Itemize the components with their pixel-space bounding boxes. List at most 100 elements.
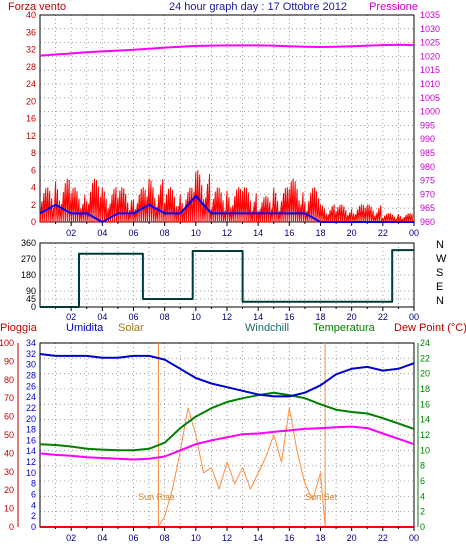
x-tick-label: 02 [66,533,76,543]
y-tick-label-temp: 0 [420,522,425,532]
y-tick-label-left: 20 [26,96,36,106]
compass-label: W [436,253,447,265]
y-tick-label-temp: 24 [420,338,430,348]
y-tick-label-right: 970 [420,189,435,199]
y-tick-label-right: 1015 [420,65,440,75]
y-tick-label-temp: 20 [420,369,430,379]
x-tick-label: 14 [253,533,263,543]
x-tick-label: 16 [284,533,294,543]
x-tick-label: 18 [315,312,325,322]
y-tick-label-right: 1010 [420,79,440,89]
y-tick-label-dir: 90 [26,286,36,296]
x-tick-label: 02 [66,312,76,322]
y-tick-label-left: 16 [26,114,36,124]
y-tick-label-temp: 12 [420,430,430,440]
y-tick-label-right: 995 [420,120,435,130]
x-tick-label: 16 [284,312,294,322]
x-tick-label: 08 [160,228,170,238]
y-tick-label-humidity: 0 [31,522,36,532]
y-tick-label-left: 28 [26,62,36,72]
x-tick-label: 06 [128,533,138,543]
y-tick-label-humidity: 30 [26,360,36,370]
legend-label: Solar [118,322,144,334]
y-tick-label-left: 2 [31,200,36,210]
series-humidity [39,353,415,398]
y-tick-label-humidity: 20 [26,414,36,424]
x-tick-label: 22 [378,312,388,322]
y-tick-label-right: 990 [420,134,435,144]
compass-label: N [436,239,444,251]
series-dewpoint [39,425,415,461]
y-tick-label-temp: 18 [420,384,430,394]
y-tick-label-left: 4 [31,183,36,193]
y-tick-label-temp: 22 [420,353,430,363]
y-tick-label-right: 1020 [420,51,440,61]
y-tick-label-humidity: 24 [26,392,36,402]
x-tick-label: 12 [222,228,232,238]
sun-rise-label: Sun Rise [138,492,175,502]
x-tick-label: 20 [347,533,357,543]
compass-label: N [436,295,444,307]
y-tick-label-humidity: 26 [26,381,36,391]
y-tick-label-right: 1000 [420,107,440,117]
legend-label: Umidita [66,322,104,334]
x-tick-label: 04 [97,312,107,322]
legend-label: Windchill [245,322,289,334]
y-tick-label-left: 36 [26,27,36,37]
y-tick-label-temp: 10 [420,445,430,455]
y-tick-label-right: 980 [420,162,435,172]
y-tick-label-left: 24 [26,79,36,89]
series-direction [40,249,414,308]
series-temperature [39,391,415,452]
y-tick-label-humidity: 16 [26,435,36,445]
x-tick-label: 20 [347,228,357,238]
x-tick-label: 04 [97,533,107,543]
x-tick-label: 22 [378,228,388,238]
series-pressure [39,43,415,57]
y-tick-label-temp: 16 [420,399,430,409]
legend-label: Temperatura [313,322,376,334]
temperature-humidity-panel: Pioggia Umidita Solar Windchill Temperatura D… [0,322,466,543]
y-tick-label-left: 40 [26,10,36,20]
x-tick-label: 06 [128,228,138,238]
x-tick-label: 22 [378,533,388,543]
y-tick-label-right: 1030 [420,24,440,34]
y-tick-label-right: 985 [420,148,435,158]
y-tick-label-rain: 0 [9,522,14,532]
y-tick-label-rain: 20 [4,485,14,495]
x-tick-label: 00 [409,228,419,238]
y-tick-label-rain: 80 [4,375,14,385]
y-tick-label-temp: 4 [420,491,425,501]
y-tick-label-left: 8 [31,148,36,158]
series-gust [39,169,413,223]
x-tick-label: 04 [97,228,107,238]
y-tick-label-right: 1035 [420,10,440,20]
x-tick-label: 20 [347,312,357,322]
y-tick-label-rain: 30 [4,467,14,477]
y-tick-label-rain: 10 [4,504,14,514]
y-tick-label-humidity: 32 [26,349,36,359]
sun-set-label: Sun Set [305,492,338,502]
x-tick-label: 06 [128,312,138,322]
wind-pressure-panel: 0246812162024283236409609659709759809859… [26,10,440,238]
compass-label: S [436,267,443,279]
y-tick-label-rain: 100 [0,338,14,348]
y-tick-label-rain: 50 [4,430,14,440]
y-tick-label-dir: 45 [26,294,36,304]
series-solar [157,407,326,528]
y-tick-label-humidity: 18 [26,425,36,435]
y-tick-label-humidity: 14 [26,446,36,456]
y-tick-label-right: 1025 [420,38,440,48]
x-tick-label: 14 [253,312,263,322]
y-tick-label-dir: 0 [31,302,36,312]
y-tick-label-right: 1005 [420,93,440,103]
y-tick-label-humidity: 10 [26,468,36,478]
header-right: Pressione [369,1,418,13]
x-tick-label: 18 [315,228,325,238]
x-tick-label: 16 [284,228,294,238]
legend-label: Pioggia [0,322,38,334]
y-tick-label-humidity: 28 [26,370,36,380]
compass-label: E [436,281,443,293]
x-tick-label: 00 [409,312,419,322]
